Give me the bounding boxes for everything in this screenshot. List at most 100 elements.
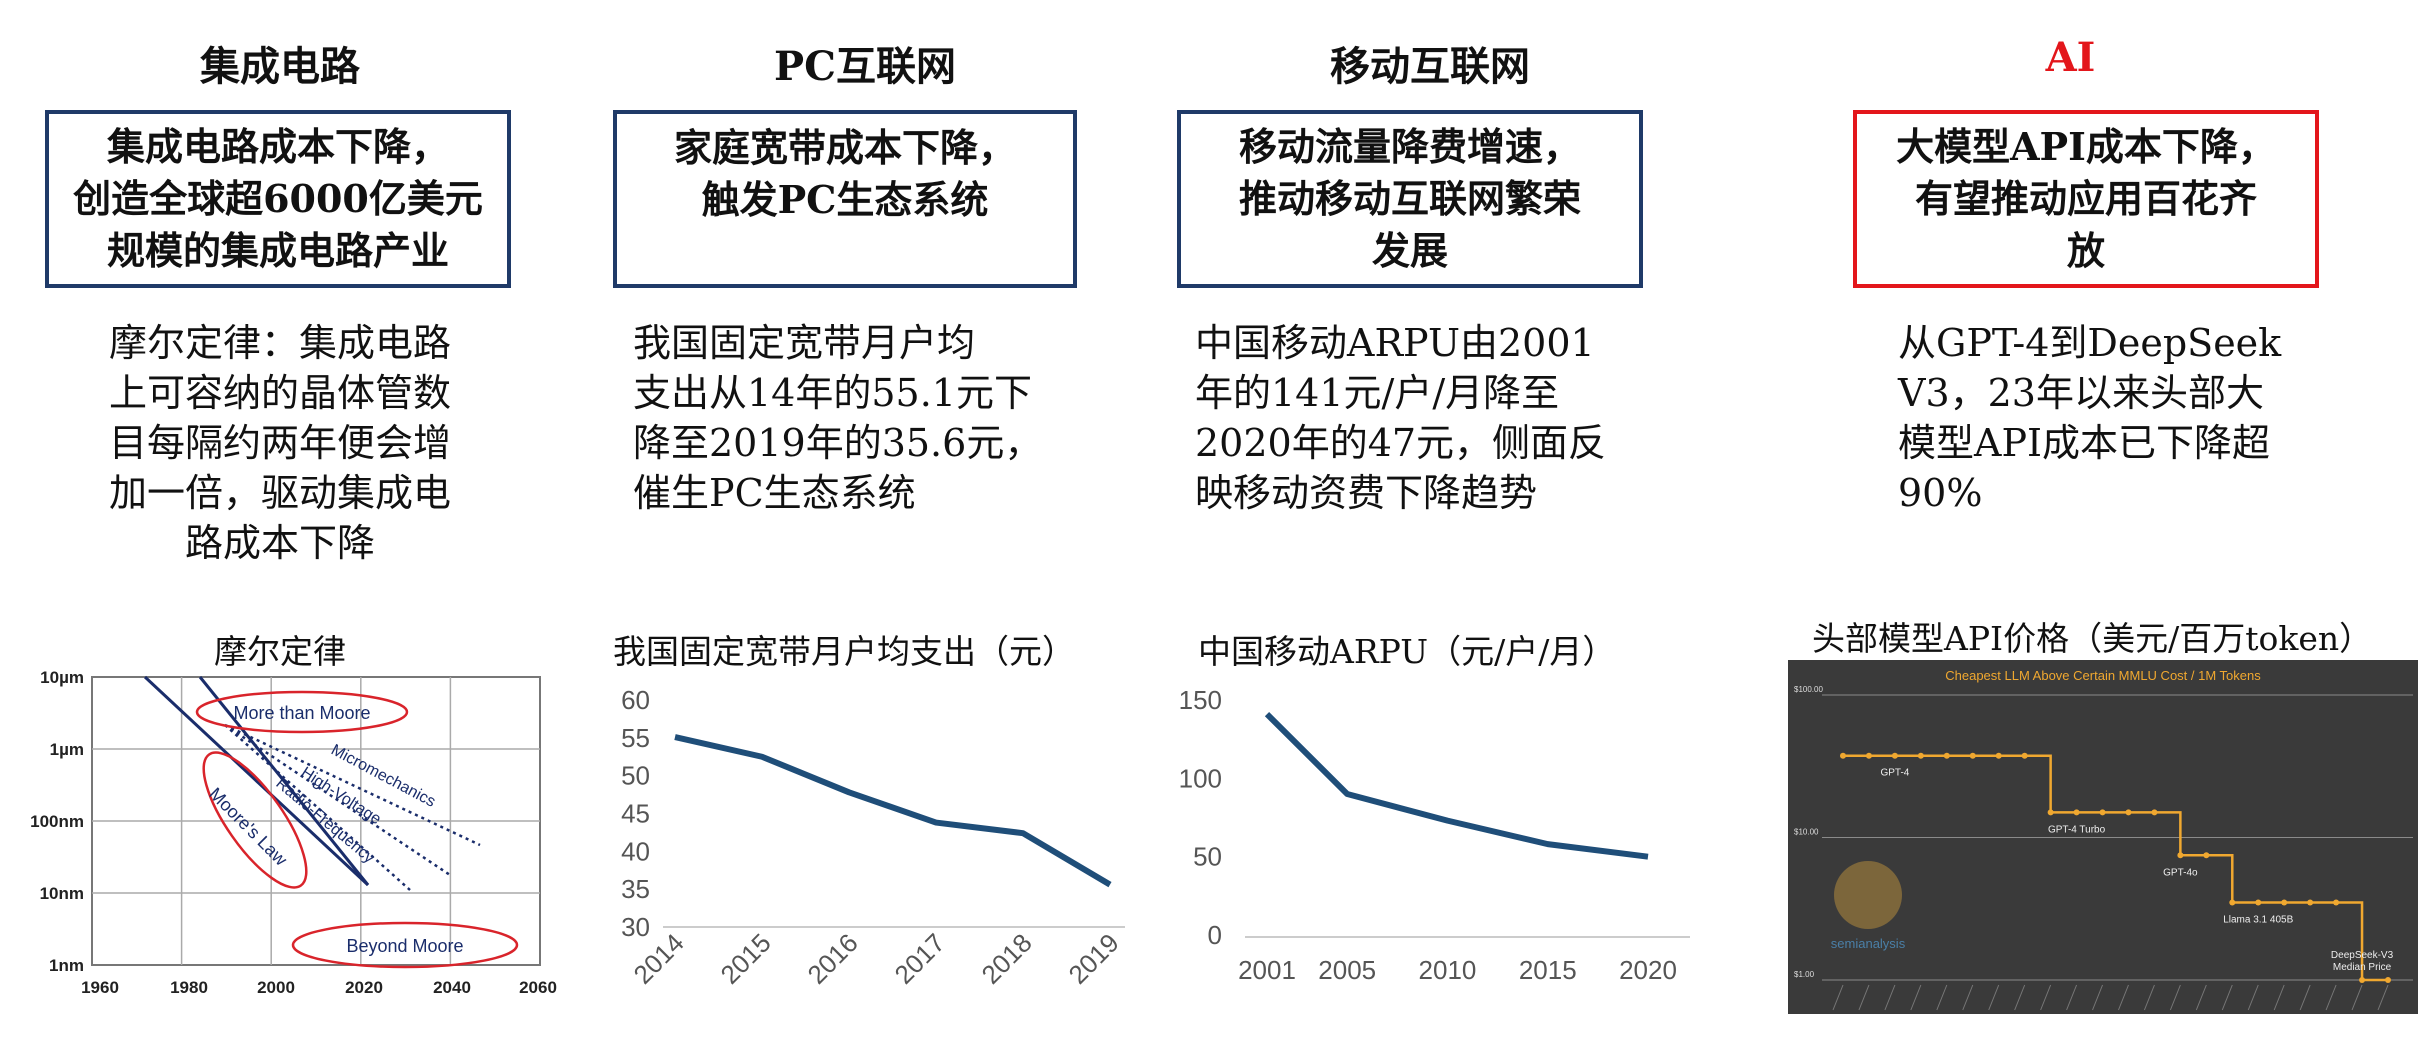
box-line: 发展 xyxy=(1371,228,1448,273)
data-point xyxy=(2229,899,2236,906)
data-point xyxy=(1840,752,1846,759)
x-tick-mark xyxy=(1884,984,1896,1011)
annotation-label: Llama 3.1 405B xyxy=(2223,914,2293,925)
moores-law-line-2 xyxy=(198,676,370,886)
x-tick-mark xyxy=(2066,984,2078,1011)
y-tick-label: 100 xyxy=(1179,763,1222,793)
data-point xyxy=(2047,809,2054,816)
box-line: 有望推动应用百花齐 xyxy=(1914,176,2257,221)
y-tick-label: $10.00 xyxy=(1794,828,1819,837)
x-tick: 1980 xyxy=(170,978,208,997)
annotation-label: Median Price xyxy=(2333,962,2392,973)
desc-line: 模型API成本已下降超 xyxy=(1898,421,2271,465)
data-point xyxy=(2307,899,2314,906)
desc-line: 映移动资费下降趋势 xyxy=(1195,471,1538,515)
data-point xyxy=(2073,809,2080,816)
x-tick: 2020 xyxy=(345,978,383,997)
high-voltage-line xyxy=(224,723,451,877)
description: 我国固定宽带月户均 支出从14年的55.1元下 降至2019年的35.6元， 催… xyxy=(633,318,1073,518)
more-than-moore-label: More than Moore xyxy=(233,703,370,723)
annotation-label: GPT-4 xyxy=(1880,768,1909,779)
desc-line: 90% xyxy=(1898,471,1983,515)
y-tick-label: 30 xyxy=(621,912,650,942)
x-tick-label: 2017 xyxy=(889,928,951,990)
annotation-label: GPT-4o xyxy=(2163,867,2198,878)
more-than-moore-ellipse xyxy=(195,690,409,734)
x-tick: 2000 xyxy=(257,978,295,997)
y-tick-label: 40 xyxy=(621,836,650,866)
api-price-chart: Cheapest LLM Above Certain MMLU Cost / 1… xyxy=(1788,660,2418,1014)
y-tick: 10µm xyxy=(40,668,84,687)
data-point xyxy=(1969,752,1976,759)
y-tick-label: 35 xyxy=(621,874,650,904)
series-line xyxy=(1843,754,2388,982)
desc-line: 上可容纳的晶体管数 xyxy=(108,371,451,415)
chart-title: 摩尔定律 xyxy=(214,632,346,671)
column-heading: 移动互联网 xyxy=(1330,43,1530,90)
x-tick-mark xyxy=(2351,984,2363,1011)
box-line: 家庭宽带成本下降， xyxy=(673,125,1016,170)
beyond-moore-label: Beyond Moore xyxy=(346,936,463,956)
x-tick: 2060 xyxy=(519,978,557,997)
x-tick-label: 2016 xyxy=(802,928,864,990)
desc-line: 我国固定宽带月户均 xyxy=(633,321,976,365)
x-tick-mark xyxy=(2169,984,2181,1011)
beyond-moore-ellipse xyxy=(291,921,519,969)
annotation-label: GPT-4 Turbo xyxy=(2048,824,2106,835)
column-heading: PC互联网 xyxy=(774,43,956,90)
desc-line: 催生PC生态系统 xyxy=(633,471,916,515)
x-tick-label: 2020 xyxy=(1619,955,1677,985)
data-point xyxy=(2333,899,2340,906)
box-line: 推动移动互联网繁荣 xyxy=(1238,176,1581,221)
description: 摩尔定律：集成电路 上可容纳的晶体管数 目每隔约两年便会增 加一倍，驱动集成电 … xyxy=(60,318,500,568)
data-point xyxy=(2021,752,2028,759)
box-line: 触发PC生态系统 xyxy=(701,177,989,222)
y-tick: 1nm xyxy=(49,956,84,975)
x-tick-label: 2010 xyxy=(1419,955,1477,985)
data-point xyxy=(2177,852,2184,859)
x-tick-mark xyxy=(2092,984,2103,1011)
y-tick: 100nm xyxy=(30,812,84,831)
x-tick-mark xyxy=(1858,984,1870,1011)
desc-line: 中国移动ARPU由2001 xyxy=(1195,321,1595,365)
micromechanics-line xyxy=(224,723,481,847)
chart-title: 头部模型API价格（美元/百万token） xyxy=(1812,619,2373,658)
desc-line: 降至2019年的35.6元， xyxy=(633,421,1043,465)
chart-title: 中国移动ARPU（元/户/月） xyxy=(1198,632,1616,671)
x-tick-mark xyxy=(1962,984,1974,1011)
watermark-text: semianalysis xyxy=(1831,936,1906,951)
x-tick: 1960 xyxy=(81,978,119,997)
summary-box: 家庭宽带成本下降， 触发PC生态系统 xyxy=(613,110,1077,288)
summary-box: 大模型API成本下降， 有望推动应用百花齐 放 xyxy=(1853,110,2319,288)
desc-line: 路成本下降 xyxy=(184,521,375,565)
x-tick-mark xyxy=(2143,984,2155,1011)
x-tick-mark xyxy=(2118,984,2129,1011)
data-point xyxy=(2385,977,2391,983)
x-tick-label: 2019 xyxy=(1063,928,1125,990)
x-tick-mark xyxy=(2040,984,2052,1011)
data-point xyxy=(1891,752,1898,759)
desc-line: 支出从14年的55.1元下 xyxy=(633,371,1032,415)
watermark-logo xyxy=(1834,861,1902,929)
x-tick-label: 2018 xyxy=(976,928,1038,990)
column-heading: 集成电路 xyxy=(200,43,360,90)
box-line: 规模的集成电路产业 xyxy=(106,228,449,273)
data-point xyxy=(1917,752,1924,759)
column-heading: AI xyxy=(2045,34,2096,81)
desc-line: 加一倍，驱动集成电 xyxy=(108,471,451,515)
y-tick: 1µm xyxy=(50,740,84,759)
description: 从GPT-4到DeepSeek V3，23年以来头部大 模型API成本已下降超 … xyxy=(1898,318,2358,518)
x-tick-mark xyxy=(2299,984,2311,1011)
data-point xyxy=(2281,899,2288,906)
x-tick: 2040 xyxy=(433,978,471,997)
x-tick-mark xyxy=(2221,984,2233,1011)
x-tick-mark xyxy=(1910,984,1922,1011)
desc-line: 目每隔约两年便会增 xyxy=(108,421,451,465)
annotation-label: DeepSeek-V3 xyxy=(2331,950,2394,961)
y-tick-label: $1.00 xyxy=(1794,970,1815,979)
box-line: 大模型API成本下降， xyxy=(1896,124,2276,169)
column-integrated-circuit: 集成电路 集成电路成本下降， 创造全球超6000亿美元 规模的集成电路产业 摩尔… xyxy=(0,0,560,1014)
arpu-chart: 150 100 50 0 2001 2005 2010 2015 2020 xyxy=(1179,685,1690,985)
summary-box: 集成电路成本下降， 创造全球超6000亿美元 规模的集成电路产业 xyxy=(45,110,511,288)
